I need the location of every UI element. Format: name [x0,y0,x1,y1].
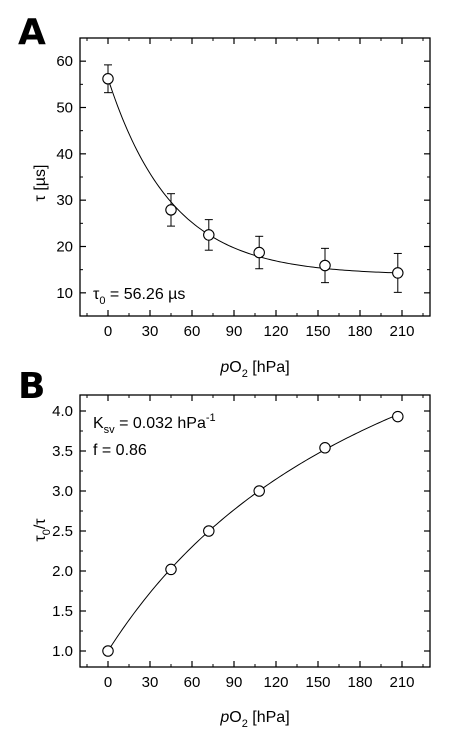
panel-a-data-point [253,246,265,259]
panel-a-x-tick-label: 60 [184,323,201,340]
panel-b-y-tick-label: 4.0 [52,403,73,420]
panel-b-x-tick-label: 120 [263,674,288,691]
panel-a-x-tick-label: 120 [263,323,288,340]
panel-b-x-tick-label: 180 [347,674,372,691]
panel-a-ylabel: τ [µs] [32,165,49,202]
panel-b-fit-curve [107,414,398,652]
panel-a-y-tick-label: 40 [56,146,73,163]
panel-b-xlabel: pO2 [hPa] [219,709,289,730]
panel-a-fit-curve [107,78,398,274]
panel-a-annotation: τ0 = 56.26 µs [93,286,185,307]
panel-b-data-point [319,442,331,454]
panel-a-x-tick-label: 150 [305,323,330,340]
panel-b-data-point [253,485,265,497]
panel-b-data-point [102,645,114,657]
panel-b-y-tick-label: 2.0 [52,563,73,580]
panel-a-y-tick-label: 60 [56,53,73,70]
panel-b-x-tick-label: 60 [184,674,201,691]
panel-a-y-tick-label: 20 [56,239,73,256]
panel-a-y-tick-label: 50 [56,100,73,117]
panel-a-plot-frame [79,37,431,317]
panel-b-y-tick-label: 3.5 [52,443,73,460]
panel-b-plot-frame [79,394,431,668]
panel-a-data-point [319,259,331,272]
panel-b-x-tick-label: 30 [142,674,159,691]
panel-a-data-point [203,229,215,241]
panel-b-data-point [165,563,177,576]
panel-a-x-tick-label: 30 [142,323,159,340]
panel-b-data-point [203,525,215,537]
panel-b-f-annotation: f = 0.86 [93,442,147,459]
panel-b-x-tick-label: 150 [305,674,330,691]
panel-b-ylabel: τ0/τ [32,518,53,542]
panel-b-ksv-annotation: Ksv = 0.032 hPa-1 [93,412,216,436]
panel-a-x-tick-label: 210 [389,323,414,340]
panel-b-y-tick-label: 1.5 [52,603,73,620]
panel-a-xlabel: pO2 [hPa] [219,359,289,380]
panel-b-data-point [392,410,404,423]
panel-b-y-tick-label: 3.0 [52,483,73,500]
panel-a-data-point [165,204,177,216]
panel-a-x-tick-label: 0 [104,323,112,340]
panel-b-x-tick-label: 0 [104,674,112,691]
panel-a-y-tick-label: 10 [56,285,73,302]
panel-a-data-point [392,267,404,279]
panel-b-x-tick-label: 90 [226,674,243,691]
panel-b-x-tick-label: 210 [389,674,414,691]
panel-b-plot: 0 30 60 90 120 150 180 210 1.0 1.5 2.0 2.5 3.0 3.5 4.0 [52,394,431,691]
panel-a-data-point [102,73,114,85]
panel-a-x-tick-label: 180 [347,323,372,340]
panel-a-letter: A [18,12,46,53]
panel-a-y-tick-label: 30 [56,192,73,209]
panel-a-x-tick-label: 90 [226,323,243,340]
panel-a-plot: 0 30 60 90 120 150 180 210 10 20 30 40 50 60 [56,37,431,340]
panel-b-y-tick-label: 1.0 [52,643,73,660]
panel-b-letter: B [18,366,45,407]
panel-b-y-tick-label: 2.5 [52,523,73,540]
